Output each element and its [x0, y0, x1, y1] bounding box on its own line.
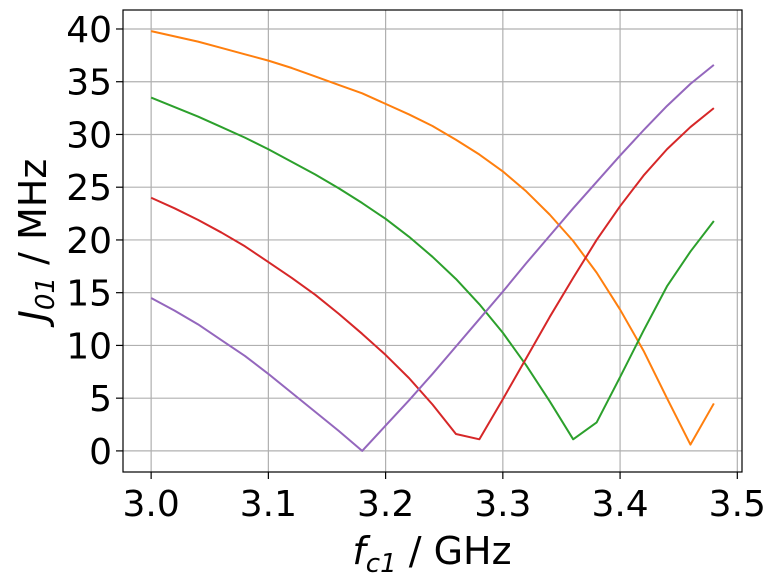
plot-frame	[122, 9, 743, 473]
y-tick-labels: 0 5 10 15 20 25 30 35 40	[66, 10, 112, 473]
y-axis-label-unit: / MHz	[11, 159, 55, 277]
y-axis-label: J01 / MHz	[11, 159, 61, 329]
x-tick-labels: 3.0 3.1 3.2 3.3 3.4 3.5	[123, 484, 766, 525]
x-tick-label: 3.3	[474, 484, 531, 525]
y-axis-label-subscript: 01	[31, 277, 61, 310]
y-tick-label: 20	[66, 221, 112, 262]
x-tick-label: 3.0	[123, 484, 180, 525]
x-axis-label-subscript: c1	[366, 549, 397, 579]
x-tick-label: 3.5	[709, 484, 766, 525]
x-tick-label: 3.1	[240, 484, 297, 525]
y-tick-label: 35	[66, 63, 112, 104]
y-tick-label: 5	[89, 379, 112, 420]
ticks	[116, 28, 738, 479]
series-line-2	[150, 96, 715, 441]
x-axis-label-unit: / GHz	[397, 529, 512, 573]
y-tick-label: 30	[66, 115, 112, 156]
y-tick-label: 25	[66, 168, 112, 209]
y-tick-label: 40	[66, 10, 112, 51]
x-axis-label: fc1 / GHz	[352, 529, 511, 579]
y-tick-label: 10	[66, 326, 112, 367]
grid	[123, 10, 742, 472]
series-group	[150, 30, 715, 452]
x-tick-label: 3.4	[591, 484, 648, 525]
series-line-1	[150, 30, 715, 446]
x-tick-label: 3.2	[357, 484, 414, 525]
series-line-3	[150, 107, 715, 441]
y-tick-label: 0	[89, 432, 112, 473]
y-axis-label-symbol: J	[11, 310, 55, 328]
series-line-4	[150, 64, 715, 452]
y-tick-label: 15	[66, 274, 112, 315]
